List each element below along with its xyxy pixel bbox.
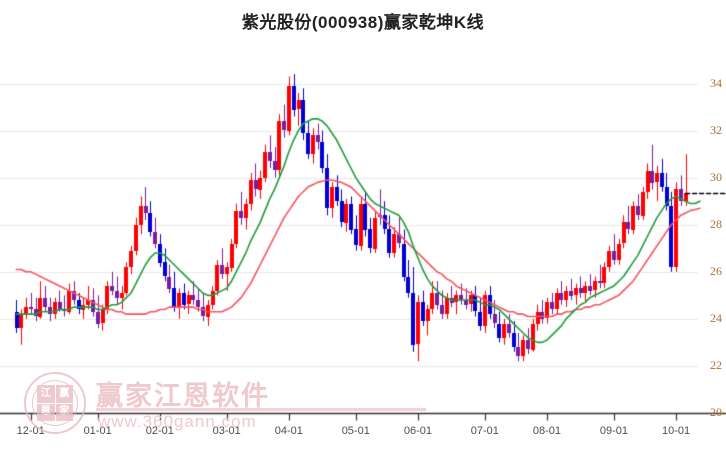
x-axis-tick-04-01: 04-01 [274, 425, 303, 437]
x-axis-tick-03-01: 03-01 [212, 425, 241, 437]
x-axis-tick-01-01: 01-01 [83, 425, 112, 437]
x-axis-tick-08-01: 08-01 [532, 425, 562, 437]
x-axis-tick-10-01: 10-01 [661, 425, 691, 437]
y-axis-tick-32: 32 [710, 122, 722, 137]
y-axis-tick-30: 30 [710, 169, 722, 184]
y-axis-tick-24: 24 [710, 310, 722, 325]
x-axis-tick-07-01: 07-01 [470, 425, 499, 437]
x-axis-tick-06-01: 06-01 [403, 425, 432, 437]
y-axis-tick-20: 20 [710, 405, 722, 419]
y-axis-tick-26: 26 [710, 263, 722, 278]
x-axis-tick-09-01: 09-01 [599, 425, 628, 437]
x-axis-tick-02-01: 02-01 [145, 425, 174, 437]
x-axis-tick-12-01: 12-01 [16, 425, 45, 437]
y-axis-tick-34: 34 [710, 75, 722, 90]
y-axis-tick-28: 28 [710, 216, 722, 231]
x-axis-tick-05-01: 05-01 [341, 425, 370, 437]
y-axis-tick-22: 22 [710, 357, 722, 372]
